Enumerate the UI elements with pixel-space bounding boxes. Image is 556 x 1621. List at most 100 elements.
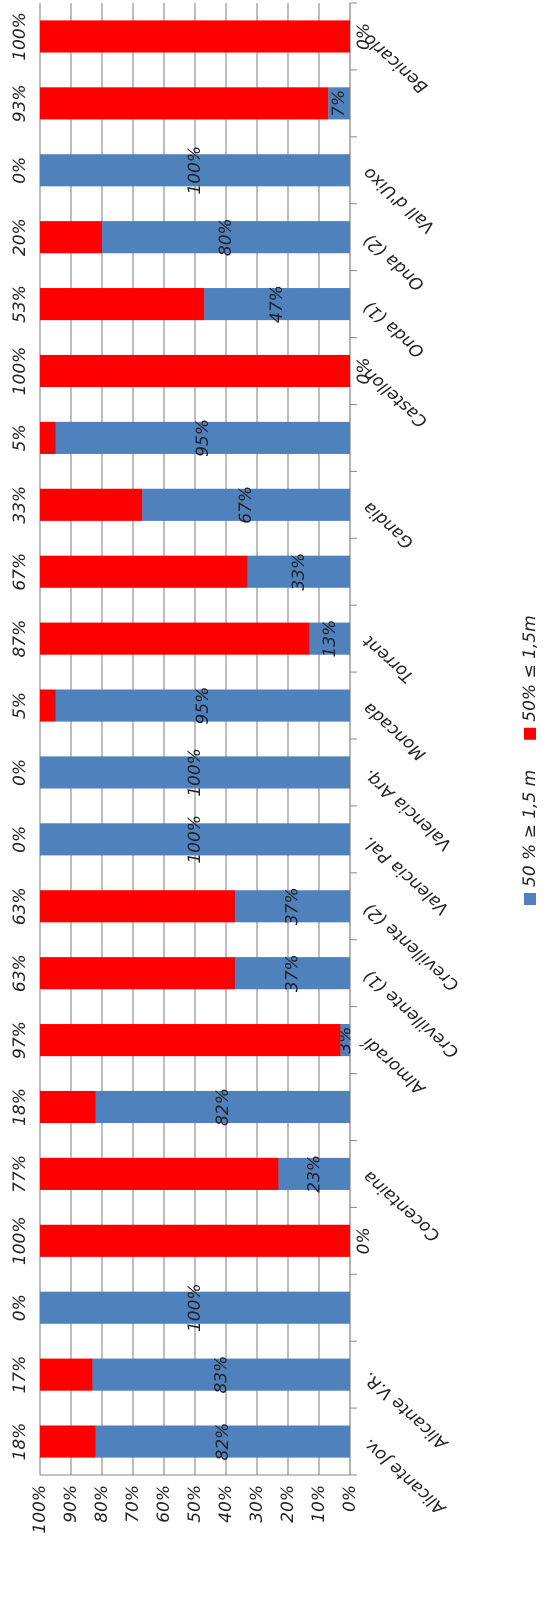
bar-segment [40,354,350,388]
rotated-chart: 0% 10% 20% 30% 40% 50% 60% 70% 80% 90% 100% 82% 18% A… [10,2,540,1534]
data-label: 37% [283,887,303,925]
bar-segment [40,1425,96,1458]
data-label: 5% [10,692,30,719]
bar-segment [142,488,350,521]
data-label: 0% [354,358,374,385]
data-label: 67% [236,486,256,524]
data-label: 97% [10,1021,30,1059]
bar-segment [40,488,143,521]
bar-segment [40,689,56,722]
data-label: 53% [10,285,30,323]
y-tick-label: 60% [154,1485,174,1523]
data-label: 47% [267,285,287,323]
bar-segment [55,421,350,454]
data-label: 0% [10,759,30,786]
x-tick-label: Onda (1) [359,297,428,362]
bar-segment [40,823,350,856]
bar-segment [40,1157,279,1190]
data-label: 63% [10,887,30,925]
data-label: 7% [329,90,349,117]
data-label: 82% [213,1423,233,1461]
x-tick-label: Vall d'Uixo [359,163,438,237]
x-tick-label: Moncada [359,698,429,764]
bar-segment [235,957,350,990]
data-label: 67% [10,553,30,591]
data-label: 100% [10,12,30,61]
legend-label: 50 % ≥ 1,5 m [520,770,540,887]
data-label: 5% [10,424,30,451]
data-label: 20% [10,218,30,256]
data-label: 33% [10,486,30,524]
data-label: 63% [10,954,30,992]
legend-swatch [524,727,536,740]
data-label: 100% [10,347,30,396]
bar-segment [40,756,350,789]
bar-segment [278,1157,351,1190]
y-tick-label: 20% [278,1485,298,1523]
data-label: 0% [354,1227,374,1254]
bar-segment [40,87,329,120]
data-label: 100% [185,748,205,797]
x-tick-label: Torrent [358,630,417,686]
bar-segment [55,689,350,722]
legend-swatch [524,893,536,905]
bar-segment [40,421,56,454]
bar-segment [328,87,350,120]
data-label: 77% [10,1155,30,1193]
data-label: 82% [213,1088,233,1126]
x-tick-label: Almoradí [358,1031,430,1099]
data-label: 37% [283,954,303,992]
bar-segment [40,1090,96,1124]
y-tick-label: 100% [30,1485,50,1534]
bar-segment [40,1291,350,1324]
data-label: 87% [10,620,30,658]
bar-segment [40,555,248,588]
x-tick-label: Castellon [359,364,431,432]
legend-label: 50% ≤ 1,5m [520,615,540,721]
data-label: 0% [10,826,30,853]
y-tick-label: 30% [247,1485,267,1523]
data-label: 83% [211,1356,231,1394]
data-label: 80% [216,218,236,256]
bar-segment [40,957,236,990]
data-label: 95% [193,419,213,457]
bar-segment [40,221,102,254]
x-tick-label: Gandia [359,497,417,552]
bar-segment [95,1090,350,1124]
bar-segment [340,1024,351,1057]
bar-segment [247,555,350,588]
data-label: 33% [289,553,309,591]
data-label: 18% [10,1423,30,1461]
data-label: 93% [10,84,30,122]
data-label: 0% [10,1294,30,1321]
bar-segment [102,221,350,254]
bar-segment [40,622,310,655]
bar-segment [40,1224,350,1257]
bar-segment [40,1024,341,1057]
bar-segment [40,154,350,187]
data-label: 100% [185,1283,205,1332]
x-tick-label: Onda (2) [359,230,428,295]
bar-segment [40,1358,93,1391]
data-label: 23% [304,1155,324,1193]
y-tick-label: 70% [123,1485,143,1523]
bar-segment [40,890,236,923]
data-label: 17% [10,1356,30,1394]
bar-segment [40,20,350,53]
x-tick-label: Benicarlo [359,29,431,97]
y-tick-label: 0% [340,1485,360,1512]
data-label: 13% [320,620,340,658]
data-label: 95% [193,687,213,725]
data-label: 0% [354,23,374,50]
bar-segment [40,288,205,321]
bar-segment [309,622,351,655]
bar-segment [204,288,350,321]
data-label: 100% [185,146,205,195]
y-tick-label: 80% [92,1485,112,1523]
data-label: 0% [10,157,30,184]
y-tick-label: 50% [185,1485,205,1523]
y-tick-label: 10% [309,1485,329,1523]
bar-segment [235,890,350,923]
y-tick-label: 90% [61,1485,81,1523]
